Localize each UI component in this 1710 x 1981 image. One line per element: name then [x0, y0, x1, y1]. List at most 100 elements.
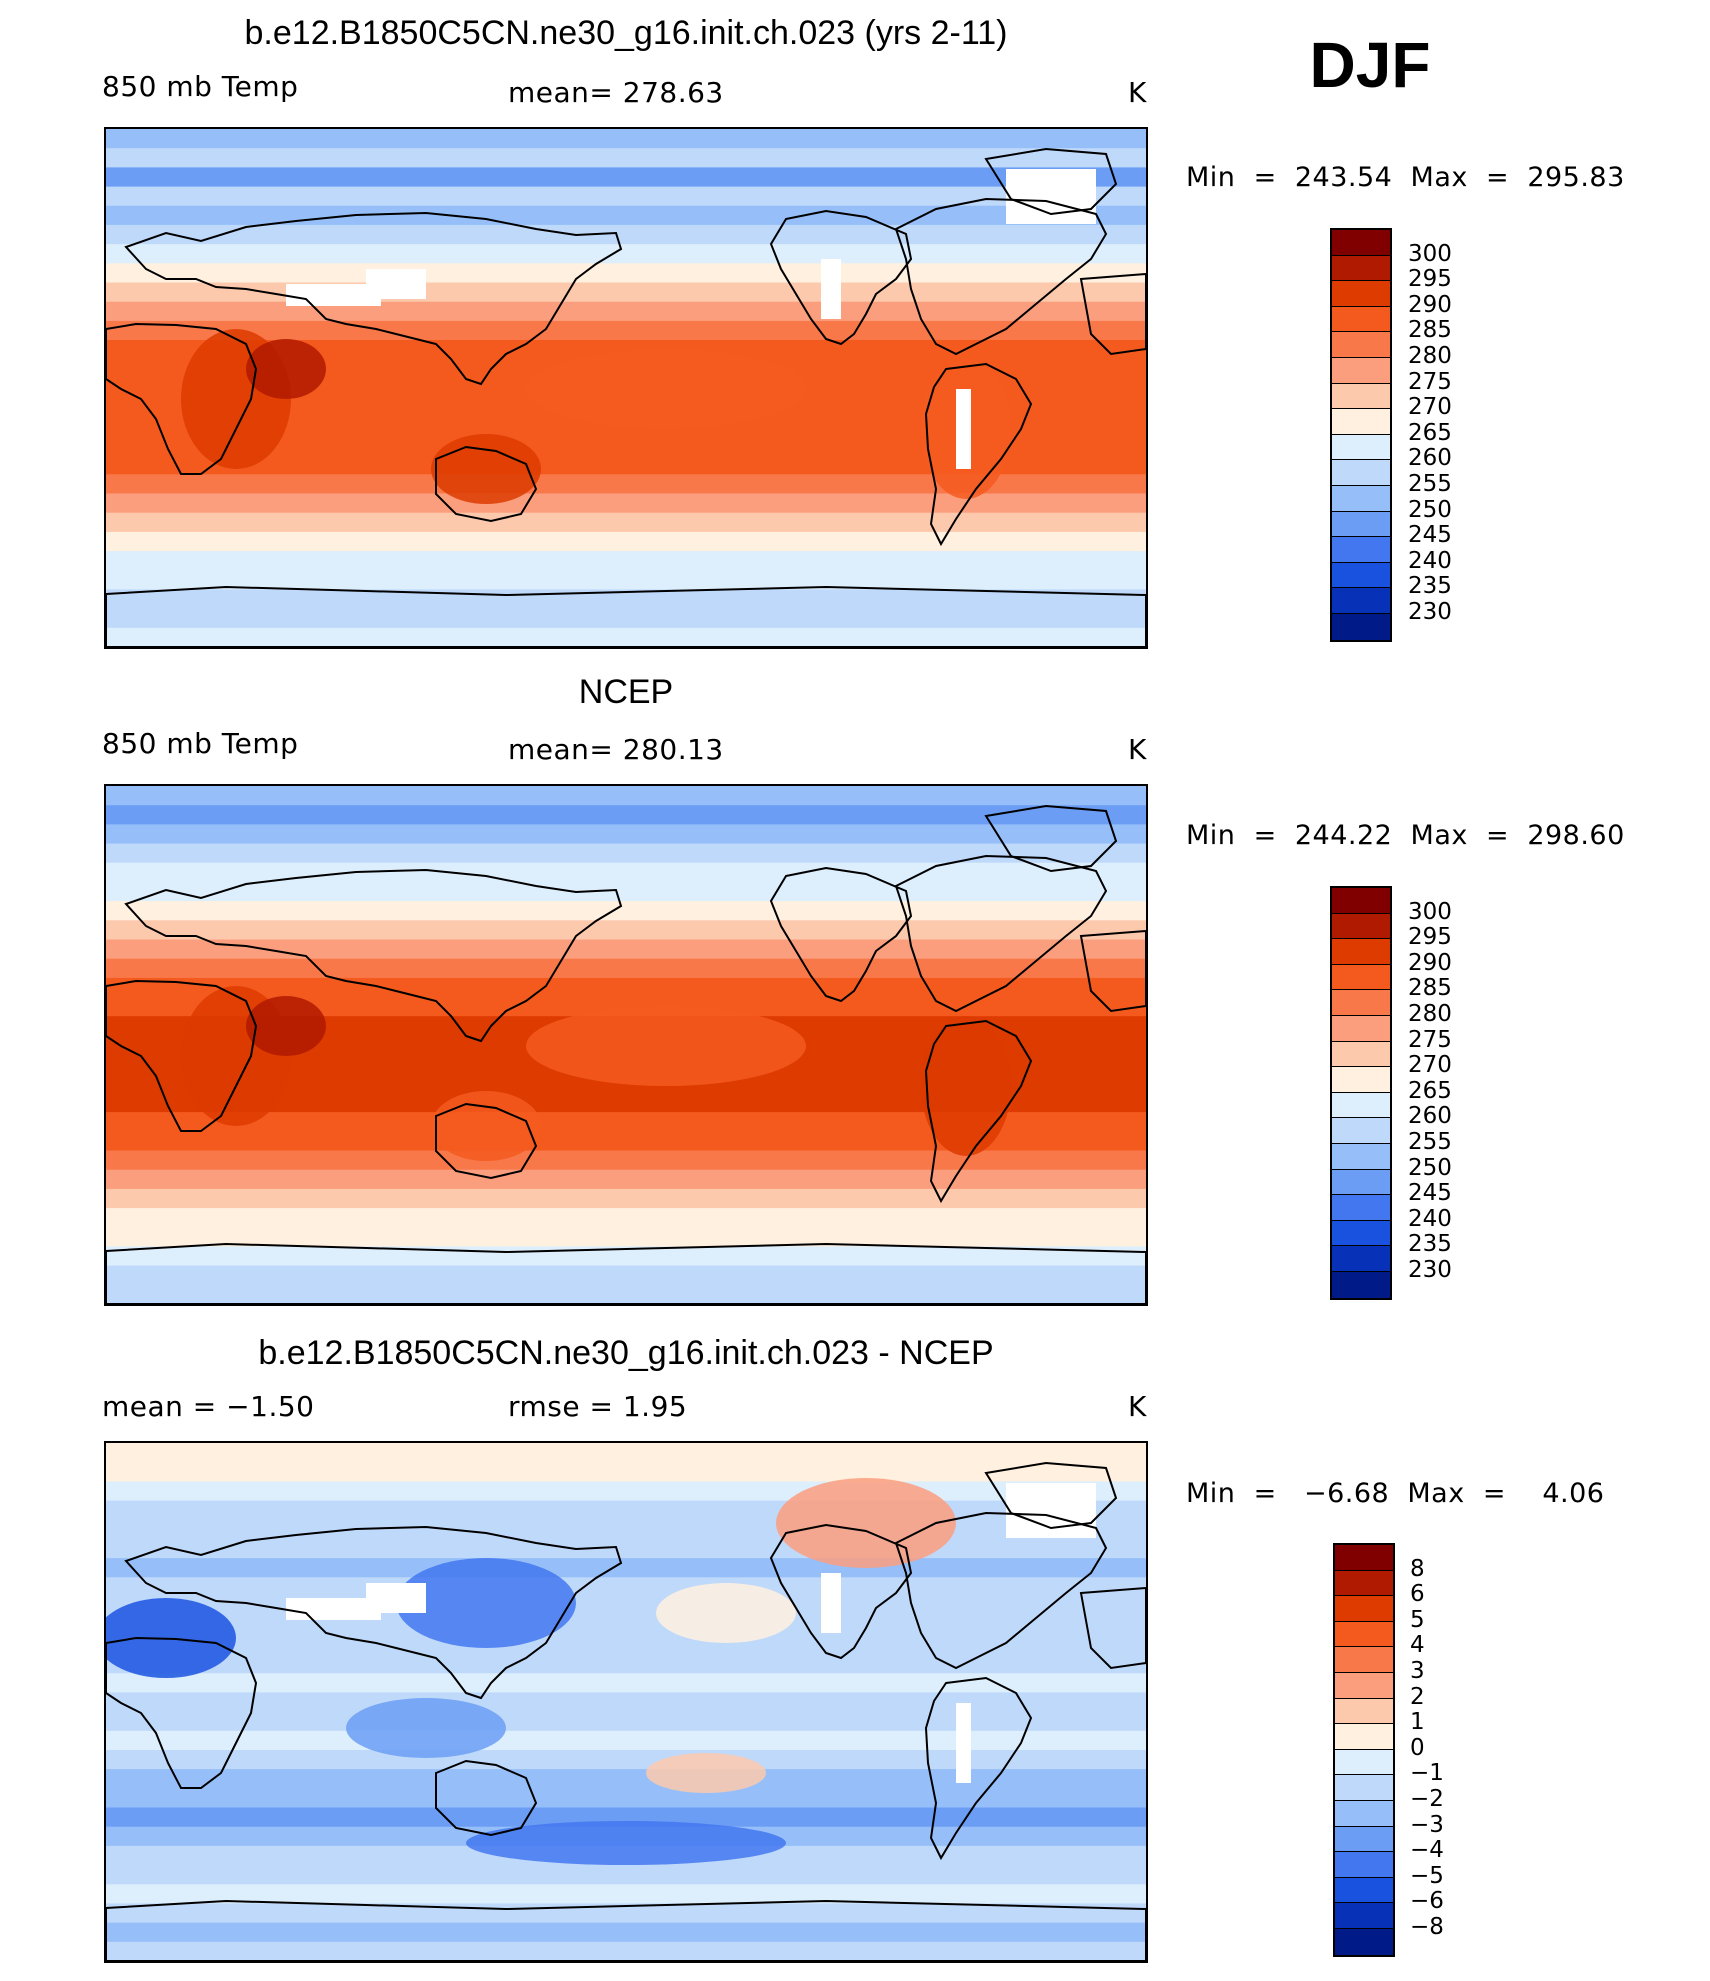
- contour-band: [106, 862, 1146, 883]
- contour-band: [106, 1903, 1146, 1924]
- colorbar-swatch: [1335, 1621, 1393, 1648]
- panel-2-mean-label: mean= 280.13: [508, 733, 724, 766]
- colorbar-tick-label: 275: [1408, 1026, 1452, 1053]
- season-label: DJF: [1309, 29, 1431, 101]
- coastline: [106, 585, 1146, 647]
- colorbar-swatch: [1332, 888, 1390, 914]
- colorbar-tick-label: 270: [1408, 394, 1452, 421]
- missing-data-region: [286, 284, 381, 306]
- colorbar-tick-label: 255: [1408, 471, 1452, 497]
- contour-band: [106, 301, 1146, 322]
- contour-band: [106, 1246, 1146, 1267]
- panel-2-colorbar: [1330, 886, 1392, 1300]
- contour-band: [106, 570, 1146, 591]
- colorbar-tick-label: 0: [1410, 1734, 1425, 1761]
- coastline: [106, 1636, 258, 1789]
- contour-region: [396, 1558, 576, 1648]
- colorbar-swatch: [1335, 1928, 1393, 1955]
- colorbar-swatch: [1335, 1672, 1393, 1699]
- panel-1-mean-label: mean= 278.63: [508, 76, 724, 109]
- panel-3-minmax: Min = −6.68 Max = 4.06: [1186, 1478, 1605, 1509]
- contour-band: [106, 224, 1146, 246]
- missing-data-region: [286, 1598, 381, 1620]
- colorbar-swatch: [1335, 1570, 1393, 1597]
- contour-band: [106, 1093, 1146, 1114]
- coastline: [769, 866, 913, 1003]
- contour-region: [246, 996, 326, 1056]
- colorbar-swatch: [1332, 537, 1390, 563]
- missing-data-region: [956, 389, 971, 469]
- colorbar-swatch: [1335, 1647, 1393, 1673]
- colorbar-tick-label: 4: [1410, 1632, 1425, 1659]
- panel-2-map-svg: [106, 786, 1146, 1304]
- panel-3-title: b.e12.B1850C5CN.ne30_g16.init.ch.023 - N…: [258, 1334, 994, 1372]
- contour-band: [106, 997, 1146, 1018]
- contour-region: [646, 1753, 766, 1793]
- colorbar-swatch: [1332, 1118, 1390, 1144]
- coastline: [1079, 272, 1146, 356]
- colorbar-tick-label: 290: [1408, 949, 1452, 976]
- panel-3-mean-label: mean = −1.50: [102, 1390, 315, 1423]
- colorbar-swatch: [1335, 1596, 1393, 1622]
- coastline: [435, 1759, 538, 1837]
- colorbar-swatch: [1335, 1724, 1393, 1750]
- colorbar-swatch: [1335, 1800, 1393, 1827]
- contour-band: [106, 1265, 1146, 1286]
- contour-band: [106, 320, 1146, 342]
- panel-2-title: NCEP: [578, 673, 674, 711]
- contour-band: [106, 1692, 1146, 1713]
- coastline: [1079, 929, 1146, 1013]
- coastline: [769, 209, 913, 346]
- colorbar-tick-label: 1: [1410, 1709, 1425, 1736]
- coastlines: [106, 804, 1146, 1304]
- colorbar-swatch: [1332, 939, 1390, 965]
- contour-band: [106, 205, 1146, 226]
- colorbar-swatch: [1332, 281, 1390, 307]
- missing-data-region: [956, 1703, 971, 1783]
- coastline: [124, 211, 623, 386]
- colorbar-swatch: [1332, 1092, 1390, 1119]
- panel-1-map: [104, 127, 1148, 649]
- colorbar-swatch: [1332, 913, 1390, 940]
- panel-2-variable-label: 850 mb Temp: [102, 727, 299, 760]
- colorbar-tick-label: 285: [1408, 317, 1452, 344]
- colorbar-swatch: [1332, 1169, 1390, 1196]
- coastline: [984, 147, 1118, 216]
- coastline: [124, 1525, 623, 1700]
- contour-band: [106, 1462, 1146, 1483]
- colorbar-swatch: [1332, 1246, 1390, 1272]
- colorbar-swatch: [1332, 1041, 1390, 1068]
- coastline: [769, 1523, 913, 1660]
- missing-data-region: [821, 259, 841, 319]
- coastline: [106, 979, 258, 1132]
- contour-band: [106, 1538, 1146, 1560]
- contour-band: [106, 627, 1146, 647]
- colorbar-tick-label: 245: [1408, 522, 1452, 549]
- contour-band: [106, 531, 1146, 553]
- colorbar-swatch: [1332, 460, 1390, 486]
- contour-band: [106, 129, 1146, 150]
- contour-band: [106, 1865, 1146, 1886]
- colorbar-swatch: [1332, 485, 1390, 512]
- colorbar-tick-label: −2: [1410, 1786, 1444, 1812]
- contour-band: [106, 1730, 1146, 1751]
- colorbar-swatch: [1332, 409, 1390, 435]
- colorbar-tick-label: 275: [1408, 368, 1452, 395]
- panel-1-variable-label: 850 mb Temp: [102, 70, 299, 103]
- colorbar-swatch: [1332, 562, 1390, 589]
- contour-region: [526, 349, 806, 429]
- colorbar-tick-label: 265: [1408, 419, 1452, 446]
- contour-band: [106, 1788, 1146, 1809]
- contour-band: [106, 1634, 1146, 1656]
- panel-3-map-svg: [106, 1443, 1146, 1961]
- contour-region: [246, 339, 326, 399]
- coastline: [1079, 1586, 1146, 1670]
- colorbar-swatch: [1332, 1271, 1390, 1298]
- colorbar-tick-label: 240: [1408, 547, 1452, 574]
- missing-data-region: [1006, 169, 1096, 224]
- contour-band: [106, 958, 1146, 979]
- colorbar-tick-label: 230: [1408, 599, 1452, 625]
- contour-band: [106, 1673, 1146, 1694]
- contour-region: [776, 1478, 956, 1568]
- contour-band: [106, 1284, 1146, 1304]
